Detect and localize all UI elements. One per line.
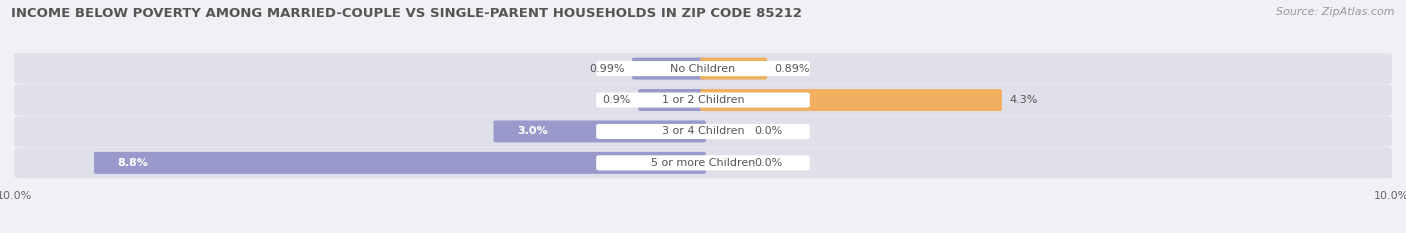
FancyBboxPatch shape <box>14 116 1392 147</box>
Text: Source: ZipAtlas.com: Source: ZipAtlas.com <box>1277 7 1395 17</box>
FancyBboxPatch shape <box>596 155 810 170</box>
Text: 8.8%: 8.8% <box>117 158 148 168</box>
FancyBboxPatch shape <box>700 58 768 80</box>
FancyBboxPatch shape <box>633 58 706 80</box>
Text: 0.9%: 0.9% <box>602 95 631 105</box>
FancyBboxPatch shape <box>596 93 810 108</box>
FancyBboxPatch shape <box>596 61 810 76</box>
Text: 1 or 2 Children: 1 or 2 Children <box>662 95 744 105</box>
Text: 4.3%: 4.3% <box>1010 95 1038 105</box>
FancyBboxPatch shape <box>14 53 1392 84</box>
FancyBboxPatch shape <box>94 152 706 174</box>
FancyBboxPatch shape <box>700 89 1002 111</box>
Text: INCOME BELOW POVERTY AMONG MARRIED-COUPLE VS SINGLE-PARENT HOUSEHOLDS IN ZIP COD: INCOME BELOW POVERTY AMONG MARRIED-COUPL… <box>11 7 801 20</box>
Text: 3.0%: 3.0% <box>517 127 547 137</box>
FancyBboxPatch shape <box>14 147 1392 178</box>
Text: 0.0%: 0.0% <box>755 127 783 137</box>
FancyBboxPatch shape <box>14 85 1392 115</box>
Text: 5 or more Children: 5 or more Children <box>651 158 755 168</box>
Text: 0.89%: 0.89% <box>775 64 810 74</box>
FancyBboxPatch shape <box>638 89 706 111</box>
FancyBboxPatch shape <box>494 120 706 142</box>
Text: 3 or 4 Children: 3 or 4 Children <box>662 127 744 137</box>
FancyBboxPatch shape <box>596 124 810 139</box>
Text: 0.0%: 0.0% <box>755 158 783 168</box>
Text: No Children: No Children <box>671 64 735 74</box>
Text: 0.99%: 0.99% <box>589 64 624 74</box>
